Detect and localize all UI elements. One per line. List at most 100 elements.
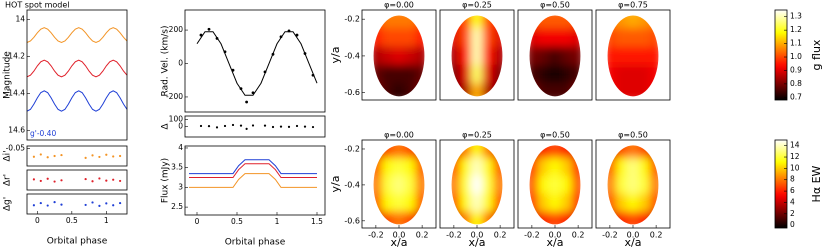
y-axis-label: Magnitude [3,51,13,99]
axes-frame [361,9,437,101]
series-line [26,59,128,78]
map-cell [470,64,484,84]
map-cell [529,157,538,177]
y-axis-label: Δg' [3,197,13,211]
map-cell [560,193,573,213]
x-tick-label: -0.2 [446,231,462,240]
map-cell [572,15,581,29]
map-cell [548,15,562,29]
map-cell [482,175,495,195]
data-point [287,29,291,33]
data-point [245,100,249,104]
residual-point [223,124,227,128]
map-cell [373,193,382,213]
y-tick-label: 3 [178,182,183,191]
map-cells [451,15,503,97]
map-cell [482,15,495,29]
x-tick-label: 0 [195,217,200,226]
map-cell [482,211,495,225]
map-cell [494,157,503,177]
residual-point [60,153,63,157]
y-tick-label: -0.6 [344,216,360,225]
map-cell [548,83,562,97]
colorbar-tick-label: 1.0 [790,52,802,61]
map-cell [404,15,417,29]
residual-point [105,153,108,156]
residual-point [287,125,291,128]
map-cell [529,145,538,159]
map-cell [416,145,425,159]
map-cells [607,145,659,225]
map-cell [529,15,538,29]
y-tick-label: -200 [166,92,183,101]
map-cell [572,193,581,213]
x-tick-label: 0.0 [627,231,640,240]
map-cell [451,46,460,66]
residual-point [112,204,115,207]
map-disc [451,145,503,225]
map-cell [650,157,659,177]
x-tick-label: 1 [104,216,109,225]
map-cells [529,145,581,225]
map-cell [572,145,581,159]
map-cell [548,211,562,225]
data-point [279,35,283,39]
map-cell [451,64,460,84]
residual-point [46,204,49,207]
map-cell [560,83,573,97]
map-cell [494,46,503,66]
y-tick-label: 14.6 [8,126,25,135]
map-cell [615,64,628,84]
map-cell [572,64,581,84]
residual-point [199,124,203,128]
map-cell [381,46,394,66]
map-cell [416,175,425,195]
series-line [196,31,318,96]
map-cell [560,15,573,29]
series-line [189,159,317,175]
map-title: φ=0.25 [462,131,492,140]
residual-point [239,124,243,127]
map-cell [404,211,417,225]
map-cell [381,211,394,225]
residual-point [53,201,56,204]
map-cell [529,175,538,195]
map-cell [638,157,651,177]
map-cell [404,193,417,213]
y-axis-label: y/a [329,176,342,193]
map-cell [650,28,659,48]
y-tick-label: -0.2 [344,144,360,153]
map-cell [494,193,503,213]
residual-point [311,125,315,129]
map-cell [650,15,659,29]
data-point [215,37,219,40]
map-cell [615,15,628,29]
residual-point [112,155,115,158]
map-cell [459,157,472,177]
map-cell [459,83,472,97]
map-cell [459,15,472,29]
y-tick-label: 100 [169,115,184,124]
axes-frame [774,9,788,101]
map-cell [373,46,382,66]
colorbar-tick-label: 1.1 [790,39,802,48]
map-title: φ=0.00 [384,131,414,140]
map-cell [459,145,472,159]
map-cell [529,64,538,84]
residual-point [295,124,299,128]
map-cell [416,28,425,48]
map-cell [416,64,425,84]
residual-point [279,125,283,128]
map-cell [451,15,460,29]
map-cell [626,175,640,195]
map-cell [548,64,562,84]
x-tick-label: -0.2 [602,231,618,240]
x-tick-label: 1.5 [311,217,323,226]
map-cell [615,83,628,97]
axes-frame [26,193,128,215]
residual-point [91,154,94,157]
map-cell [638,193,651,213]
map-cell [494,175,503,195]
axes-frame [184,9,326,113]
x-tick-label: 1 [275,217,280,226]
